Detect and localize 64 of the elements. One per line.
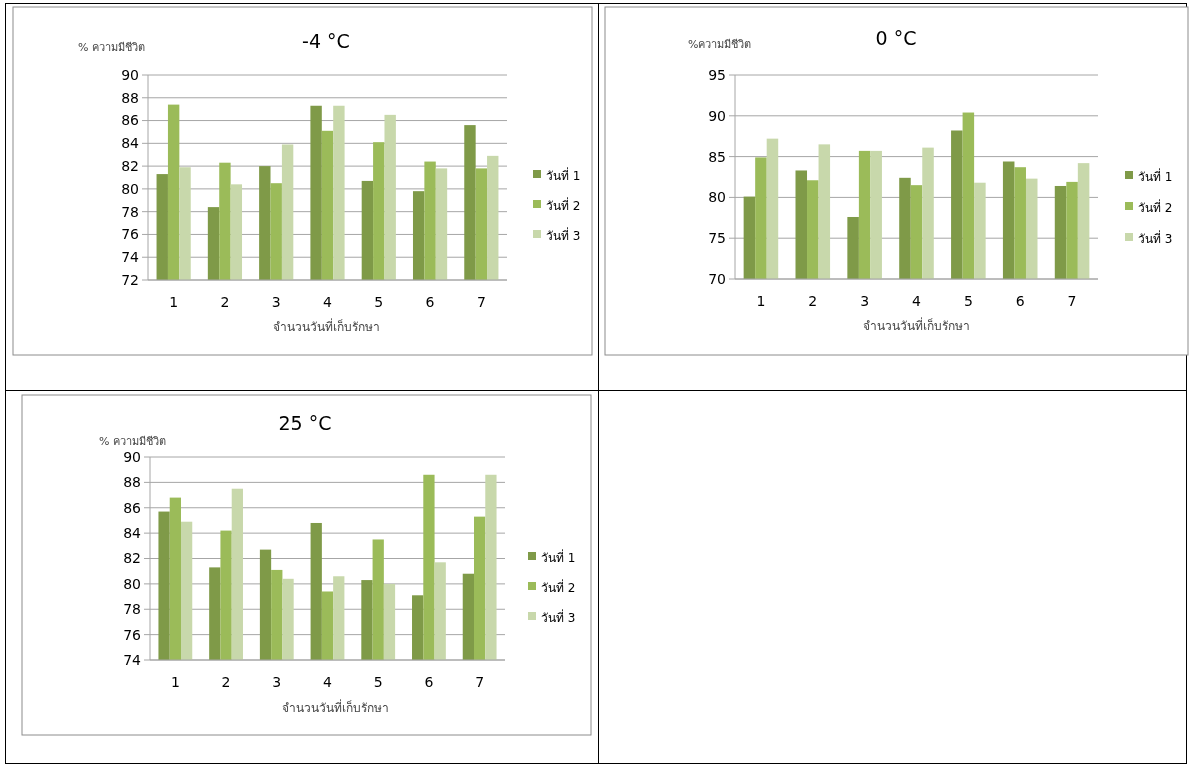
- y-tick-label: 74: [123, 651, 142, 668]
- y-tick-label: 76: [121, 226, 140, 243]
- y-tick-label: 88: [123, 474, 141, 491]
- x-tick-label: 1: [170, 674, 180, 690]
- x-tick-label: 6: [424, 674, 434, 690]
- x-tick-label: 2: [221, 674, 231, 690]
- y-tick-label: 86: [123, 499, 142, 516]
- y-tick-label: 80: [708, 189, 726, 206]
- x-tick-label: 4: [323, 294, 333, 310]
- y-tick-label: 95: [708, 66, 726, 83]
- y-tick-label: 84: [123, 525, 142, 542]
- y-tick-label: 78: [123, 601, 141, 618]
- y-tick-label: 80: [123, 575, 141, 592]
- y-axis-title: % ความมีชีวิต: [78, 41, 145, 54]
- x-tick-label: 6: [425, 294, 435, 310]
- legend-label: วันที่ 3: [546, 227, 581, 244]
- x-tick-label: 3: [272, 674, 282, 690]
- legend-label: วันที่ 3: [1138, 230, 1173, 247]
- x-tick-label: 4: [912, 293, 922, 309]
- y-tick-label: 70: [708, 270, 726, 287]
- y-tick-label: 82: [121, 158, 139, 175]
- y-tick-label: 72: [121, 271, 139, 288]
- x-tick-label: 5: [374, 294, 384, 310]
- x-tick-label: 2: [220, 294, 230, 310]
- y-tick-label: 74: [121, 249, 140, 266]
- chart-title: 25 °C: [278, 412, 332, 434]
- x-tick-label: 3: [860, 293, 870, 309]
- chart-title: -4 °C: [302, 30, 350, 52]
- legend-label: วันที่ 2: [541, 579, 576, 596]
- x-tick-label: 6: [1015, 293, 1025, 309]
- y-tick-label: 80: [121, 180, 139, 197]
- x-tick-label: 2: [808, 293, 818, 309]
- y-axis-title: %ความมีชีวิต: [688, 38, 752, 51]
- x-tick-label: 1: [756, 293, 766, 309]
- x-tick-label: 7: [476, 294, 486, 310]
- y-tick-label: 88: [121, 89, 139, 106]
- y-tick-label: 86: [121, 112, 140, 129]
- x-tick-label: 3: [271, 294, 281, 310]
- legend-label: วันที่ 2: [1138, 199, 1173, 216]
- y-tick-label: 90: [121, 66, 139, 83]
- x-tick-label: 7: [1067, 293, 1077, 309]
- x-tick-label: 4: [323, 674, 333, 690]
- y-tick-label: 84: [121, 135, 140, 152]
- legend-label: วันที่ 2: [546, 197, 581, 214]
- legend-label: วันที่ 1: [546, 167, 581, 184]
- y-tick-label: 90: [708, 107, 726, 124]
- legend-label: วันที่ 1: [541, 549, 576, 566]
- y-tick-label: 78: [121, 203, 139, 220]
- legend-label: วันที่ 3: [541, 609, 576, 626]
- x-tick-label: 5: [963, 293, 973, 309]
- x-tick-label: 1: [169, 294, 179, 310]
- y-tick-label: 85: [708, 148, 726, 165]
- x-axis-title: จำนวนวันที่เก็บรักษา: [281, 699, 389, 715]
- y-tick-label: 90: [123, 448, 141, 465]
- y-tick-label: 75: [708, 230, 726, 247]
- legend-label: วันที่ 1: [1138, 168, 1173, 185]
- y-tick-label: 82: [123, 550, 141, 567]
- x-axis-title: จำนวนวันที่เก็บรักษา: [862, 317, 970, 333]
- x-tick-label: 5: [373, 674, 383, 690]
- y-tick-label: 76: [123, 626, 142, 643]
- y-axis-title: % ความมีชีวิต: [99, 435, 166, 448]
- x-tick-label: 7: [475, 674, 485, 690]
- x-axis-title: จำนวนวันที่เก็บรักษา: [272, 318, 380, 334]
- chart-title: 0 °C: [875, 27, 917, 49]
